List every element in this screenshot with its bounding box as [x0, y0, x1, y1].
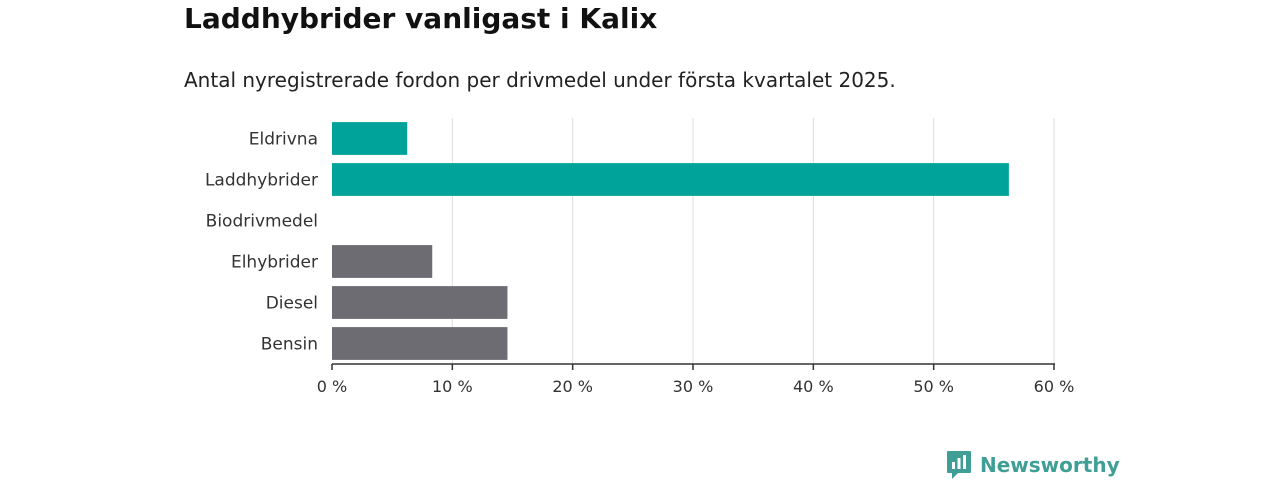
- category-label: Diesel: [266, 294, 318, 314]
- chart-subtitle: Antal nyregistrerade fordon per drivmede…: [184, 68, 896, 92]
- newsworthy-logo: Newsworthy: [946, 450, 1120, 480]
- x-tick-label: 20 %: [552, 377, 593, 396]
- x-tick-label: 50 %: [913, 377, 954, 396]
- chart-title: Laddhybrider vanligast i Kalix: [184, 2, 658, 35]
- category-labels: Eldrivna Laddhybrider Biodrivmedel Elhybrid…: [205, 130, 318, 355]
- x-axis: 0 % 10 % 20 % 30 % 40 % 50 % 60 %: [317, 363, 1075, 396]
- category-label: Biodrivmedel: [206, 212, 318, 232]
- category-label: Laddhybrider: [205, 171, 318, 191]
- bar-bensin: [332, 327, 508, 360]
- category-label: Elhybrider: [231, 253, 318, 273]
- category-label: Bensin: [261, 335, 318, 355]
- category-label: Eldrivna: [249, 130, 318, 150]
- x-tick-label: 30 %: [673, 377, 714, 396]
- bar-eldrivna: [332, 122, 408, 155]
- grid-lines: [451, 118, 1055, 364]
- bar-diesel: [332, 286, 508, 319]
- x-tick-label: 10 %: [432, 377, 473, 396]
- brand-name: Newsworthy: [980, 453, 1120, 477]
- x-tick-label: 60 %: [1034, 377, 1075, 396]
- bar-laddhybrider: [332, 163, 1009, 196]
- x-tick-label: 0 %: [317, 377, 347, 396]
- bar-elhybrider: [332, 245, 433, 278]
- x-tick-label: 40 %: [793, 377, 834, 396]
- bars: [332, 122, 1009, 360]
- newsworthy-logo-icon: [947, 451, 971, 479]
